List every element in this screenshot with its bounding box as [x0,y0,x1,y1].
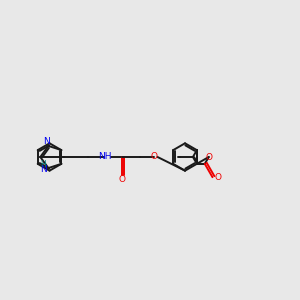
Text: N: N [40,165,47,174]
Text: N: N [44,137,50,146]
Text: O: O [151,152,158,161]
Text: NH: NH [98,152,111,161]
Text: O: O [214,173,221,182]
Text: H: H [40,160,46,169]
Text: O: O [119,175,126,184]
Text: O: O [205,153,212,162]
